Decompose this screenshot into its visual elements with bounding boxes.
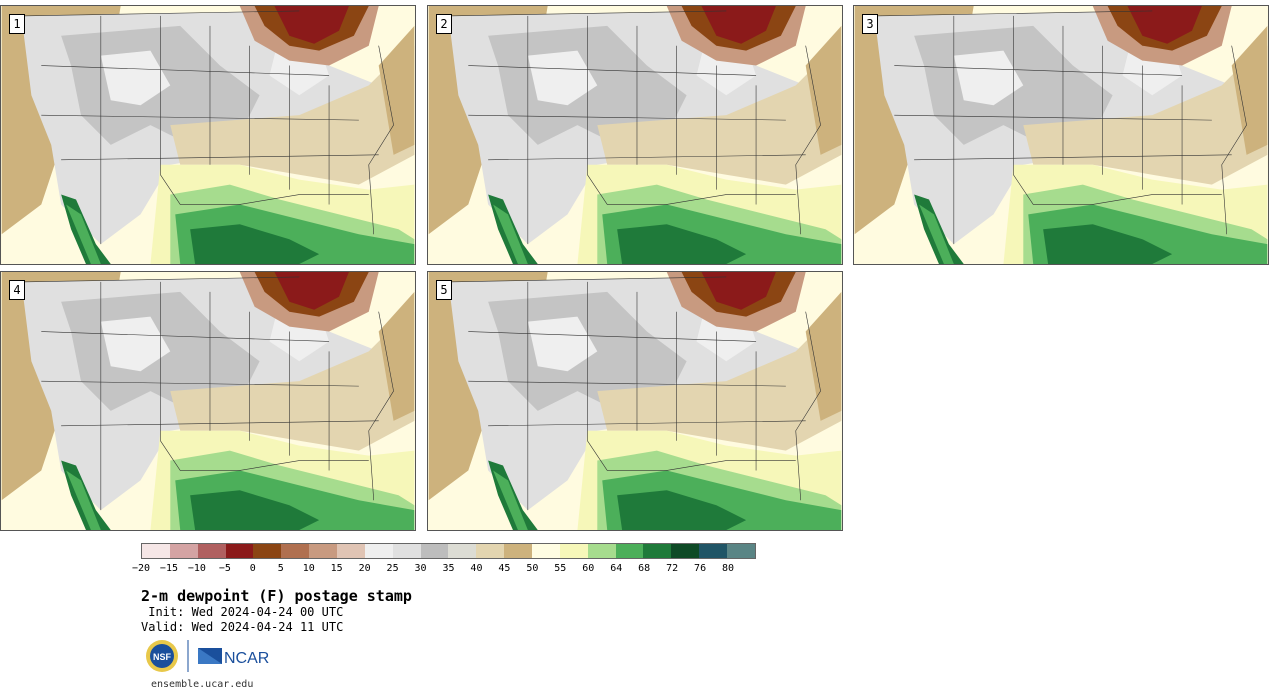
svg-text:NSF: NSF xyxy=(153,652,172,662)
valid-time: Valid: Wed 2024-04-24 11 UTC xyxy=(141,620,344,634)
colorbar-tick-label: 5 xyxy=(277,563,284,574)
colorbar-tick-label: 25 xyxy=(386,563,399,574)
colorbar-swatch xyxy=(671,544,700,558)
colorbar-tick-label: 30 xyxy=(414,563,427,574)
colorbar-tick-label: 80 xyxy=(722,563,735,574)
colorbar-tick-label: −15 xyxy=(159,563,178,574)
colorbar-swatch xyxy=(504,544,533,558)
colorbar-tick-label: 76 xyxy=(694,563,707,574)
colorbar-tick-label: 50 xyxy=(526,563,539,574)
map-panel-4: 4 xyxy=(0,271,416,531)
ncar-logo-icon: NCAR xyxy=(198,648,269,667)
panel-number: 5 xyxy=(436,280,452,300)
colorbar-swatch xyxy=(225,544,254,558)
colorbar-tick-label: 68 xyxy=(638,563,651,574)
colorbar-tick-label: 10 xyxy=(302,563,315,574)
colorbar-swatch xyxy=(142,544,170,558)
colorbar-swatch xyxy=(281,544,310,558)
colorbar-tick-label: 55 xyxy=(554,563,567,574)
colorbar-tick-label: −20 xyxy=(131,563,151,574)
colorbar-swatch xyxy=(253,544,282,558)
colorbar-swatch xyxy=(615,544,644,558)
nsf-logo-icon: NSF xyxy=(146,640,178,672)
logos: NSF NCAR xyxy=(144,638,274,674)
colorbar-tick-label: 40 xyxy=(470,563,483,574)
colorbar-swatch xyxy=(169,544,198,558)
svg-text:NCAR: NCAR xyxy=(224,650,269,667)
panel-number: 2 xyxy=(436,14,452,34)
colorbar-tick-label: 15 xyxy=(330,563,343,574)
colorbar-swatch xyxy=(309,544,338,558)
map-panel-3: 3 xyxy=(853,5,1269,265)
colorbar-ticks: −20 −15 −10 −5 0 5 10 15 20 25 30 35 40 45 50 55 60 64 68 7… xyxy=(132,563,756,577)
colorbar-swatch xyxy=(476,544,505,558)
colorbar-swatch xyxy=(420,544,449,558)
colorbar-swatch xyxy=(587,544,616,558)
colorbar-tick-label: 60 xyxy=(582,563,595,574)
colorbar-tick-label: 72 xyxy=(666,563,679,574)
colorbar-swatch xyxy=(643,544,672,558)
colorbar-swatch xyxy=(699,544,728,558)
map-panel-1: 1 xyxy=(0,5,416,265)
colorbar-tick-label: 0 xyxy=(249,563,256,574)
colorbar-tick-label: 45 xyxy=(498,563,511,574)
colorbar-tick-label: −5 xyxy=(218,563,231,574)
colorbar-swatch xyxy=(532,544,560,558)
init-time: Init: Wed 2024-04-24 00 UTC xyxy=(141,605,344,619)
colorbar-swatch xyxy=(559,544,588,558)
colorbar-swatch xyxy=(727,544,755,558)
colorbar-tick-label: 64 xyxy=(610,563,623,574)
colorbar-swatch xyxy=(337,544,365,558)
map-panel-2: 2 xyxy=(427,5,843,265)
colorbar-swatch xyxy=(448,544,477,558)
colorbar-swatch xyxy=(364,544,393,558)
map-panel-5: 5 xyxy=(427,271,843,531)
colorbar-tick-label: 35 xyxy=(442,563,455,574)
chart-title: 2-m dewpoint (F) postage stamp xyxy=(141,587,412,605)
panel-number: 1 xyxy=(9,14,25,34)
panel-number: 4 xyxy=(9,280,25,300)
site-url: ensemble.ucar.edu xyxy=(151,679,254,690)
colorbar-swatch xyxy=(197,544,226,558)
panel-number: 3 xyxy=(862,14,878,34)
colorbar-swatch xyxy=(392,544,421,558)
colorbar xyxy=(141,543,756,559)
colorbar-tick-label: 20 xyxy=(358,563,371,574)
colorbar-tick-label: −10 xyxy=(187,563,206,574)
